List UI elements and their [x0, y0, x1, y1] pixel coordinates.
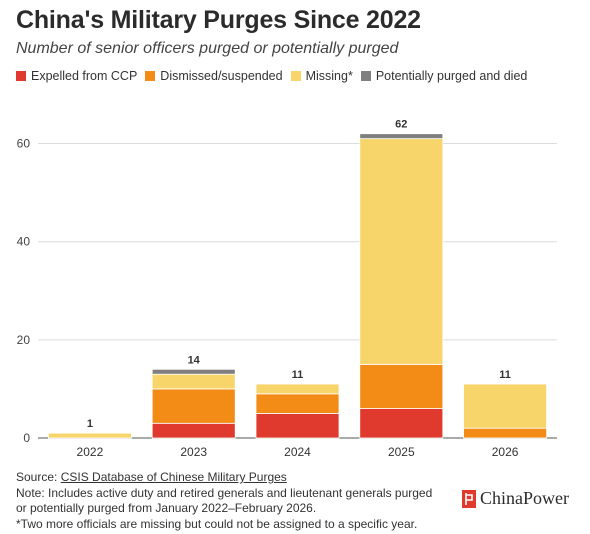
bar-total-label: 11	[499, 369, 511, 381]
y-tick-label: 60	[17, 137, 31, 151]
note-line-3: *Two more officials are missing but coul…	[16, 516, 418, 531]
legend-swatch-died	[360, 71, 371, 81]
bar-segment	[359, 133, 444, 140]
bar-segment	[151, 422, 236, 439]
bar-segment	[359, 408, 444, 439]
source-prefix: Source:	[16, 470, 61, 484]
y-tick-label: 20	[17, 333, 31, 347]
chart-subtitle: Number of senior officers purged or pote…	[16, 40, 399, 57]
legend-swatch-missing	[290, 71, 301, 81]
bar-segment	[359, 138, 444, 365]
bar-segment	[255, 383, 340, 395]
bar-segment	[463, 383, 548, 429]
legend: Expelled from CCP Dismissed/suspended Mi…	[16, 69, 535, 83]
bar-segment	[463, 427, 548, 439]
legend-item-dismissed: Dismissed/suspended	[145, 69, 283, 83]
note-line-1: Note: Includes active duty and retired g…	[16, 485, 433, 500]
y-tick-label: 0	[23, 431, 30, 445]
x-tick-label: 2022	[77, 445, 104, 459]
legend-label-died: Potentially purged and died	[375, 69, 528, 83]
x-tick-label: 2025	[388, 445, 415, 459]
china-power-logo-icon	[462, 489, 476, 508]
legend-label-missing: Missing*	[305, 69, 353, 83]
legend-item-died: Potentially purged and died	[360, 69, 528, 83]
y-tick-label: 40	[17, 235, 31, 249]
legend-label-expelled: Expelled from CCP	[31, 69, 138, 83]
chart-footer: Source: CSIS Database of Chinese Militar…	[16, 470, 432, 532]
legend-item-expelled: Expelled from CCP	[16, 69, 137, 83]
legend-label-dismissed: Dismissed/suspended	[160, 69, 283, 83]
stacked-bar-chart: 0 20 40 60 1 2022 14 2023 11 2024 62 2025 11 2026	[17, 119, 557, 459]
bar-total-label: 1	[87, 418, 93, 430]
source-link[interactable]: CSIS Database of Chinese Military Purges	[60, 470, 287, 484]
brand: ChinaPower	[462, 488, 569, 509]
x-tick-label: 2023	[180, 445, 207, 459]
legend-swatch-dismissed	[145, 71, 156, 81]
bar-segment	[151, 368, 236, 375]
bar-segment	[151, 388, 236, 424]
bar-total-label: 14	[188, 354, 201, 366]
x-tick-label: 2026	[492, 445, 519, 459]
bar-total-label: 11	[292, 369, 304, 381]
bar-segment	[255, 393, 340, 414]
note-line-2: or potentially purged from January 2022–…	[16, 501, 317, 515]
chart-title: China's Military Purges Since 2022	[16, 6, 421, 34]
source-line: Source: CSIS Database of Chinese Militar…	[16, 470, 432, 486]
legend-swatch-expelled	[16, 71, 26, 81]
bar-segment	[255, 413, 340, 439]
brand-name: ChinaPower	[480, 488, 569, 508]
bar-segment	[151, 373, 236, 390]
bar-total-label: 62	[395, 119, 407, 131]
legend-item-missing: Missing*	[290, 69, 353, 83]
x-tick-label: 2024	[284, 445, 311, 459]
bar-segment	[47, 432, 132, 439]
bar-segment	[359, 363, 444, 409]
